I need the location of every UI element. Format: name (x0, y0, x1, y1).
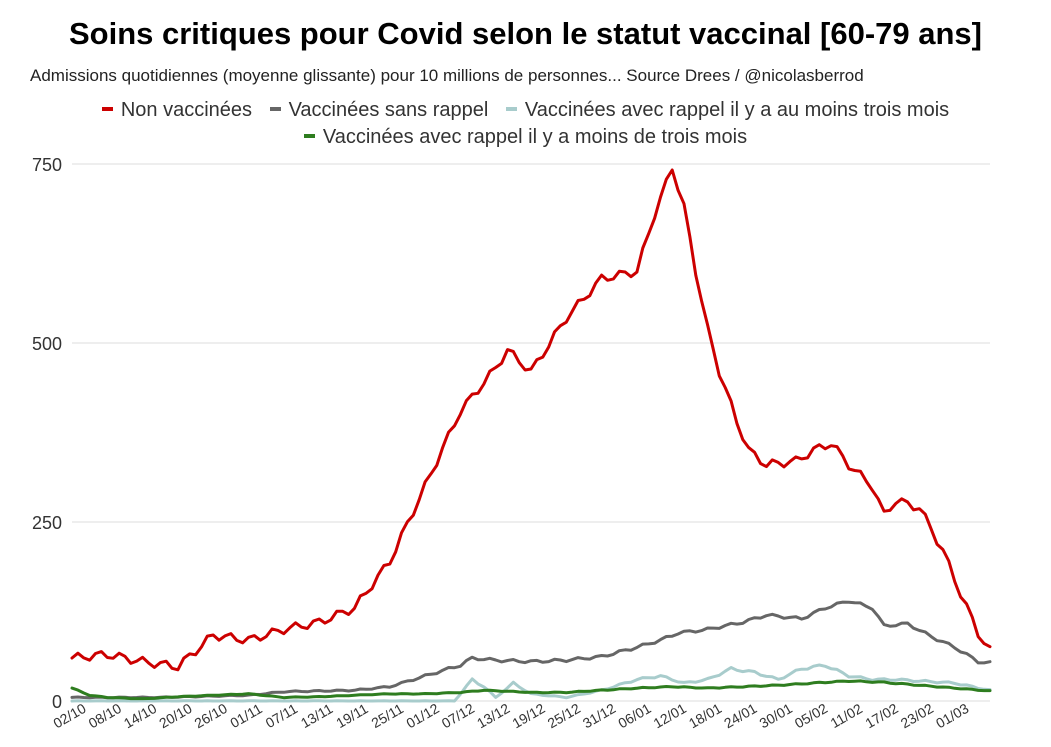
legend-swatch-rappel-plus-3-mois (505, 106, 517, 111)
x-tick-label: 08/10 (86, 700, 125, 731)
series-line-rappel-moins-3-mois (70, 679, 992, 701)
x-tick-label: 14/10 (121, 700, 160, 731)
x-tick-label: 01/03 (933, 700, 972, 731)
legend-swatch-rappel-moins-3-mois (303, 133, 315, 138)
x-tick-label: 17/02 (862, 700, 901, 731)
x-tick-label: 06/01 (615, 700, 654, 731)
x-tick-label: 01/11 (227, 700, 265, 731)
x-tick-label: 26/10 (192, 700, 231, 731)
x-tick-label: 01/12 (403, 700, 442, 731)
legend-swatch-sans-rappel (269, 106, 281, 111)
x-tick-label: 05/02 (792, 700, 831, 731)
x-tick-label: 07/11 (263, 700, 301, 731)
x-tick-label: 13/12 (474, 700, 513, 731)
legend-label-rappel-plus-3-mois: Vaccinées avec rappel il y a au moins tr… (524, 99, 950, 121)
x-tick-label: 19/12 (509, 700, 548, 731)
x-tick-label: 13/11 (298, 700, 336, 731)
legend-label-rappel-moins-3-mois: Vaccinées avec rappel il y a moins de tr… (322, 126, 748, 148)
legend-label-sans-rappel: Vaccinées sans rappel (288, 99, 489, 121)
y-tick-label-750: 750 (32, 155, 62, 175)
y-tick-label-500: 500 (32, 334, 62, 354)
x-tick-label: 18/01 (686, 700, 725, 731)
x-tick-label: 19/11 (333, 700, 371, 731)
legend-row-2: Vaccinées avec rappel il y a moins de tr… (0, 126, 1051, 149)
legend-item-rappel-moins-3-mois[interactable]: Vaccinées avec rappel il y a moins de tr… (303, 126, 748, 149)
legend-item-sans-rappel[interactable]: Vaccinées sans rappel (269, 99, 489, 122)
chart-subtitle: Admissions quotidiennes (moyenne glissan… (30, 66, 864, 85)
legend-item-non-vaccinees[interactable]: Non vaccinées (101, 99, 253, 122)
x-tick-label: 20/10 (156, 700, 195, 731)
legend-item-rappel-plus-3-mois[interactable]: Vaccinées avec rappel il y a au moins tr… (505, 99, 950, 122)
legend-label-non-vaccinees: Non vaccinées (120, 99, 253, 121)
series-line-sans-rappel (70, 600, 992, 700)
chart-title: Soins critiques pour Covid selon le stat… (68, 16, 983, 51)
x-tick-label: 07/12 (439, 700, 478, 731)
x-tick-label: 25/12 (545, 700, 584, 731)
legend-swatch-non-vaccinees (101, 106, 113, 111)
x-tick-label: 30/01 (756, 700, 795, 731)
x-tick-label: 24/01 (721, 700, 760, 731)
y-tick-label-250: 250 (32, 513, 62, 533)
series-line-non-vaccinees (70, 168, 992, 672)
x-tick-label: 12/01 (651, 700, 690, 731)
x-tick-label: 31/12 (580, 700, 619, 731)
x-tick-label: 23/02 (898, 700, 937, 731)
x-tick-label: 25/11 (369, 700, 407, 731)
x-tick-label: 11/02 (828, 700, 866, 731)
legend-row-1: Non vaccinées Vaccinées sans rappel Vacc… (0, 99, 1051, 122)
y-tick-label-0: 0 (52, 692, 62, 712)
